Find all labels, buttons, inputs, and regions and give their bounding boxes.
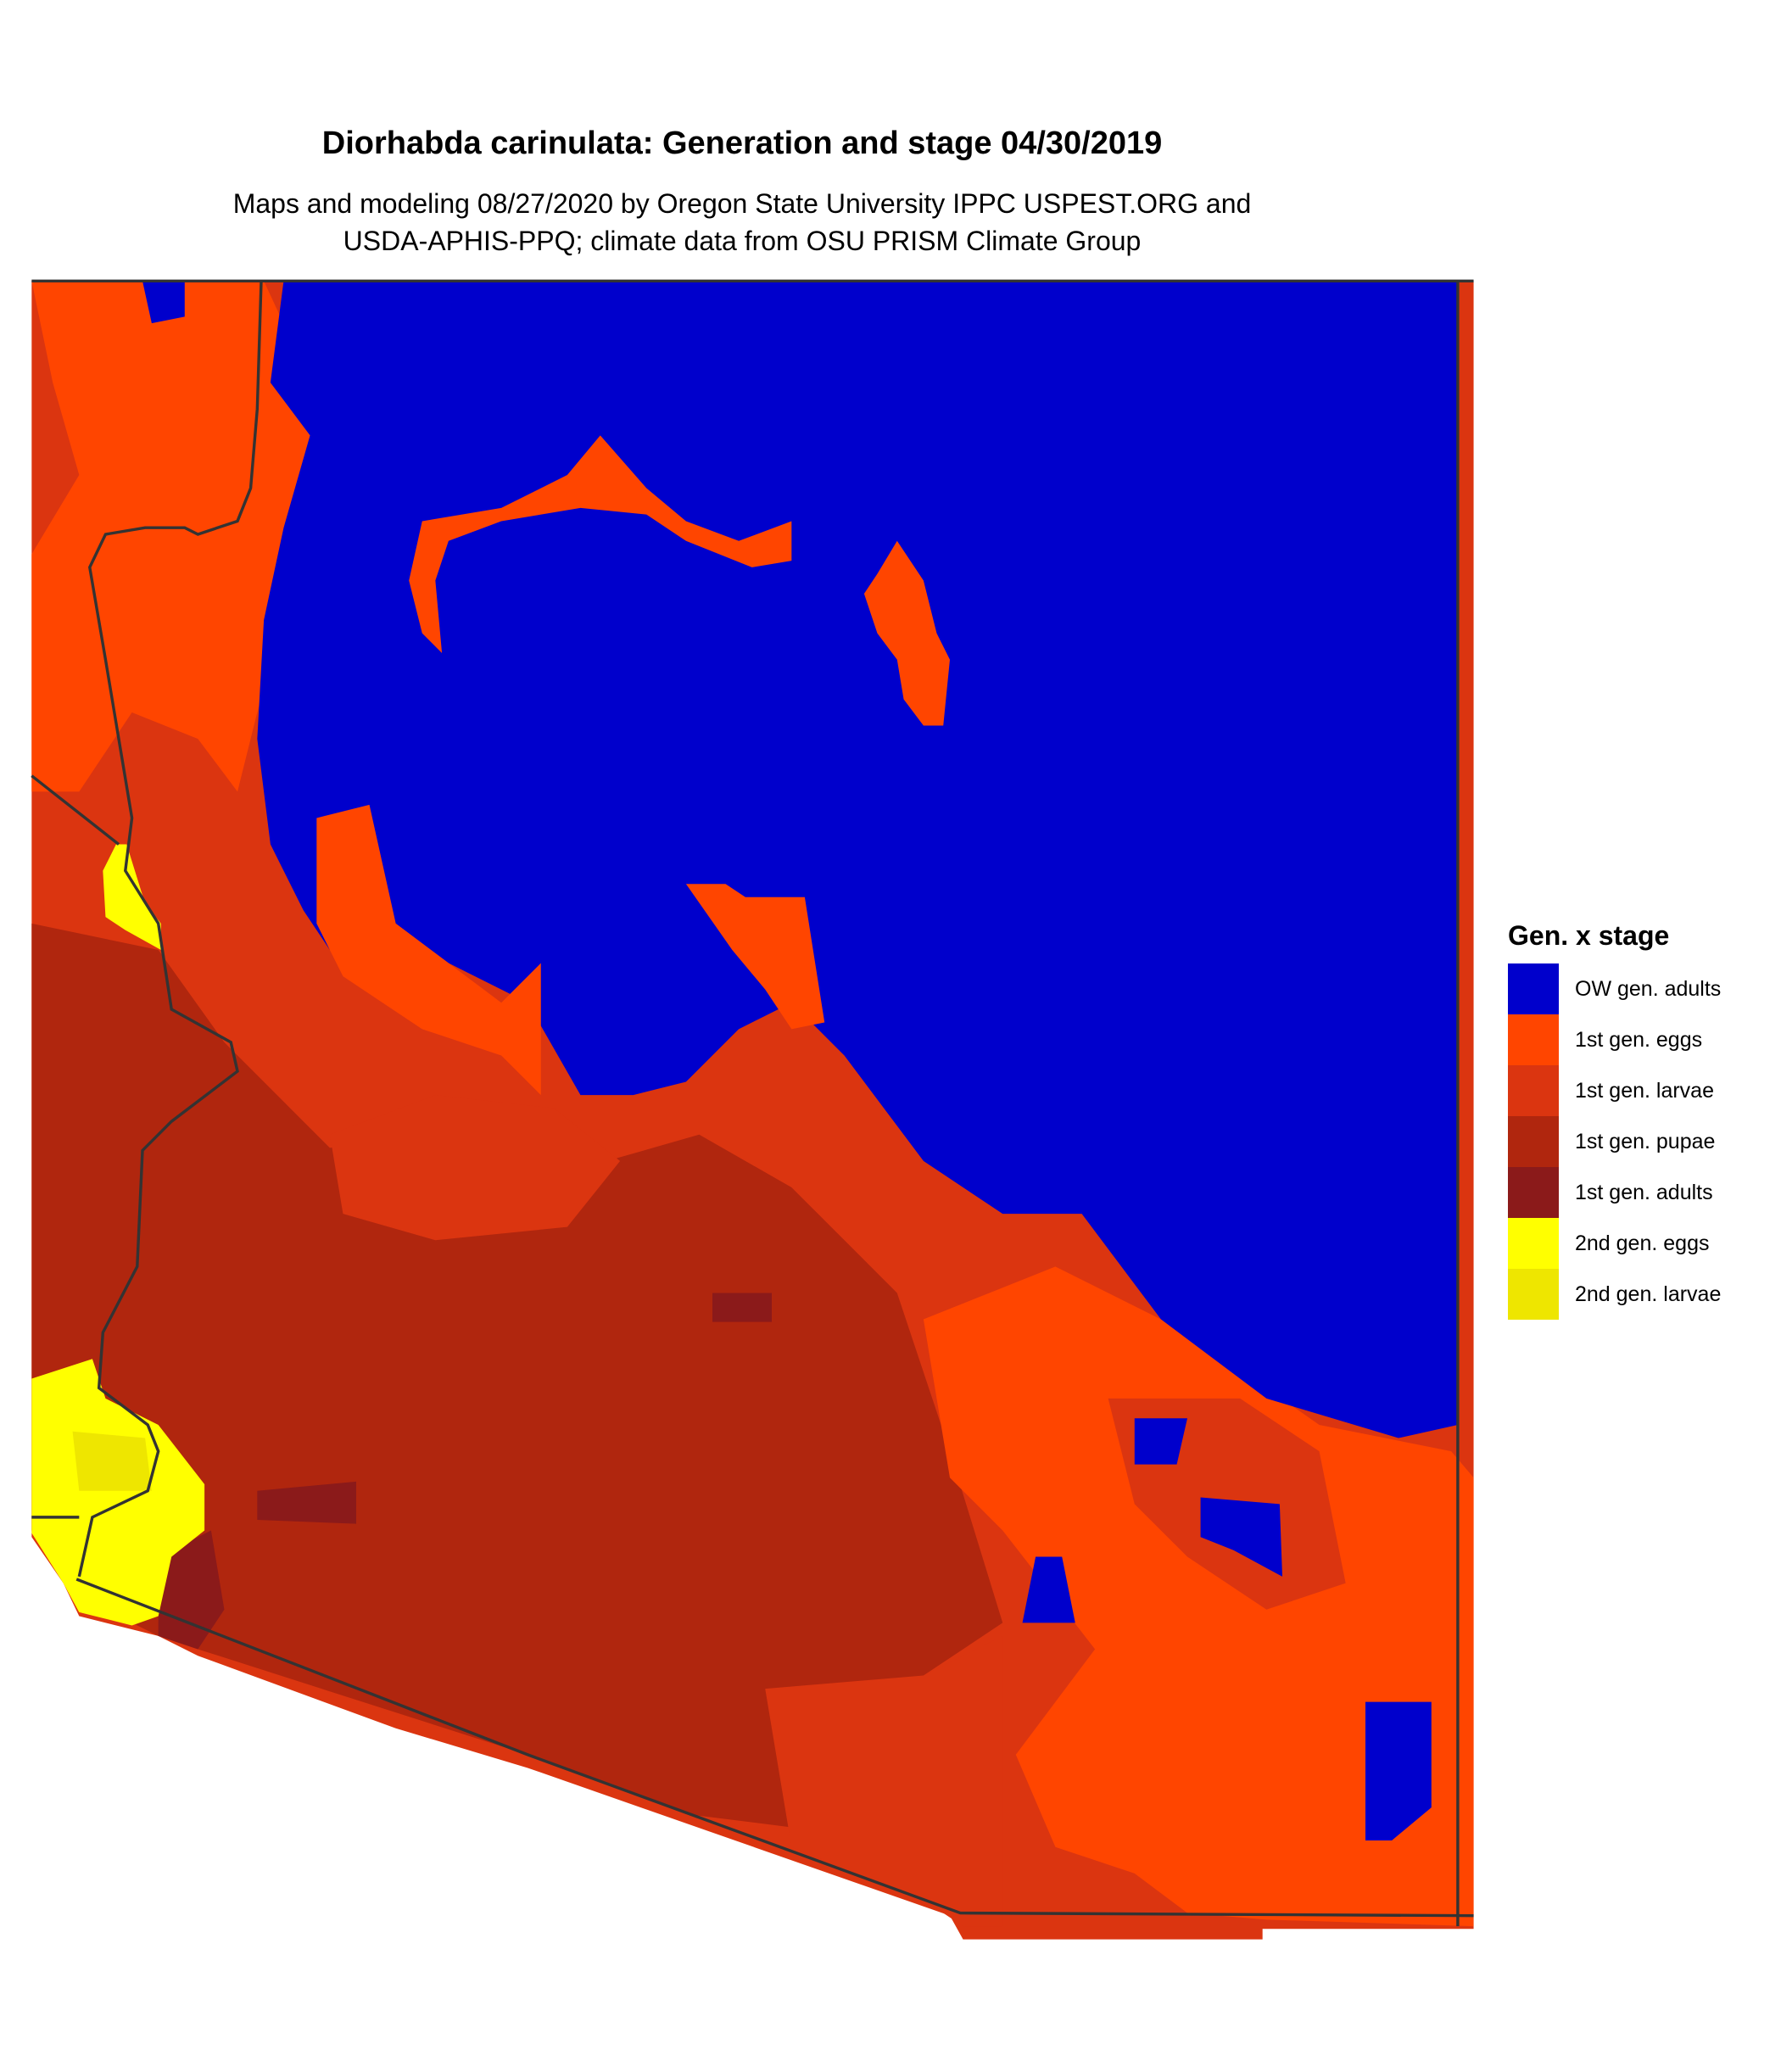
- legend-swatch: [1508, 1218, 1559, 1269]
- region-ow-gen-adults-se-2: [1134, 1418, 1187, 1465]
- legend-label: 1st gen. eggs: [1575, 1027, 1703, 1052]
- legend-swatch: [1508, 1014, 1559, 1065]
- region-2nd-gen-eggs-southwest: [31, 1359, 205, 1626]
- border-mexico: [31, 1516, 1474, 1918]
- region-2nd-gen-eggs-river: [103, 844, 161, 950]
- region-1st-gen-eggs-patch: [685, 884, 825, 1030]
- region-1st-gen-adults-3: [158, 1530, 225, 1650]
- legend-item: OW gen. adults: [1508, 963, 1721, 1014]
- legend-title: Gen. x stage: [1508, 920, 1670, 951]
- region-1st-gen-adults-2: [257, 1481, 356, 1524]
- region-1st-gen-eggs-ribbon: [409, 435, 792, 653]
- legend-label: 2nd gen. eggs: [1575, 1231, 1710, 1255]
- legend-label: 2nd gen. larvae: [1575, 1282, 1722, 1306]
- legend-item: 1st gen. eggs: [1508, 1014, 1721, 1065]
- region-1st-gen-larvae-south: [765, 1635, 1003, 1927]
- region-1st-gen-larvae-center: [329, 1095, 621, 1241]
- region-2nd-gen-larvae-southwest: [72, 1431, 152, 1491]
- legend-item: 1st gen. adults: [1508, 1167, 1721, 1218]
- region-1st-gen-pupae-central: [31, 923, 1003, 1828]
- region-ow-gen-adults-se-4: [1022, 1556, 1075, 1623]
- legend: Gen. x stage OW gen. adults 1st gen. eggs…: [1508, 920, 1721, 1320]
- map-subtitle-line-1: Maps and modeling 08/27/2020 by Oregon S…: [232, 188, 1252, 219]
- legend-item: 2nd gen. eggs: [1508, 1218, 1721, 1269]
- legend-label: 1st gen. adults: [1575, 1180, 1713, 1204]
- legend-label: OW gen. adults: [1575, 976, 1722, 1001]
- legend-label: 1st gen. pupae: [1575, 1129, 1716, 1153]
- legend-item: 2nd gen. larvae: [1508, 1269, 1721, 1320]
- legend-label: 1st gen. larvae: [1575, 1078, 1714, 1103]
- legend-swatch: [1508, 1116, 1559, 1167]
- map-title: Diorhabda carinulata: Generation and sta…: [321, 126, 1163, 161]
- region-1st-gen-eggs-island: [863, 540, 950, 726]
- region-ow-gen-adults-se-3: [1200, 1497, 1282, 1577]
- legend-swatch: [1508, 1269, 1559, 1320]
- map-subtitle-line-2: USDA-APHIS-PPQ; climate data from OSU PR…: [343, 226, 1142, 256]
- legend-item: 1st gen. pupae: [1508, 1116, 1721, 1167]
- region-1st-gen-eggs-northwest: [31, 281, 324, 792]
- region-1st-gen-eggs-southeast: [923, 1266, 1474, 1927]
- legend-swatch: [1508, 1065, 1559, 1116]
- border-nevada-line: [31, 774, 120, 846]
- legend-swatch: [1508, 1167, 1559, 1218]
- region-1st-gen-eggs-west-strip: [316, 804, 541, 1096]
- region-ow-gen-adults-nw: [142, 281, 185, 324]
- region-ow-gen-adults-main: [257, 281, 1458, 1438]
- state-border-west: [77, 281, 263, 1578]
- region-ow-gen-adults-se-1: [1365, 1701, 1432, 1840]
- legend-swatch: [1508, 963, 1559, 1014]
- legend-item: 1st gen. larvae: [1508, 1065, 1721, 1116]
- region-1st-gen-adults-1: [712, 1293, 772, 1322]
